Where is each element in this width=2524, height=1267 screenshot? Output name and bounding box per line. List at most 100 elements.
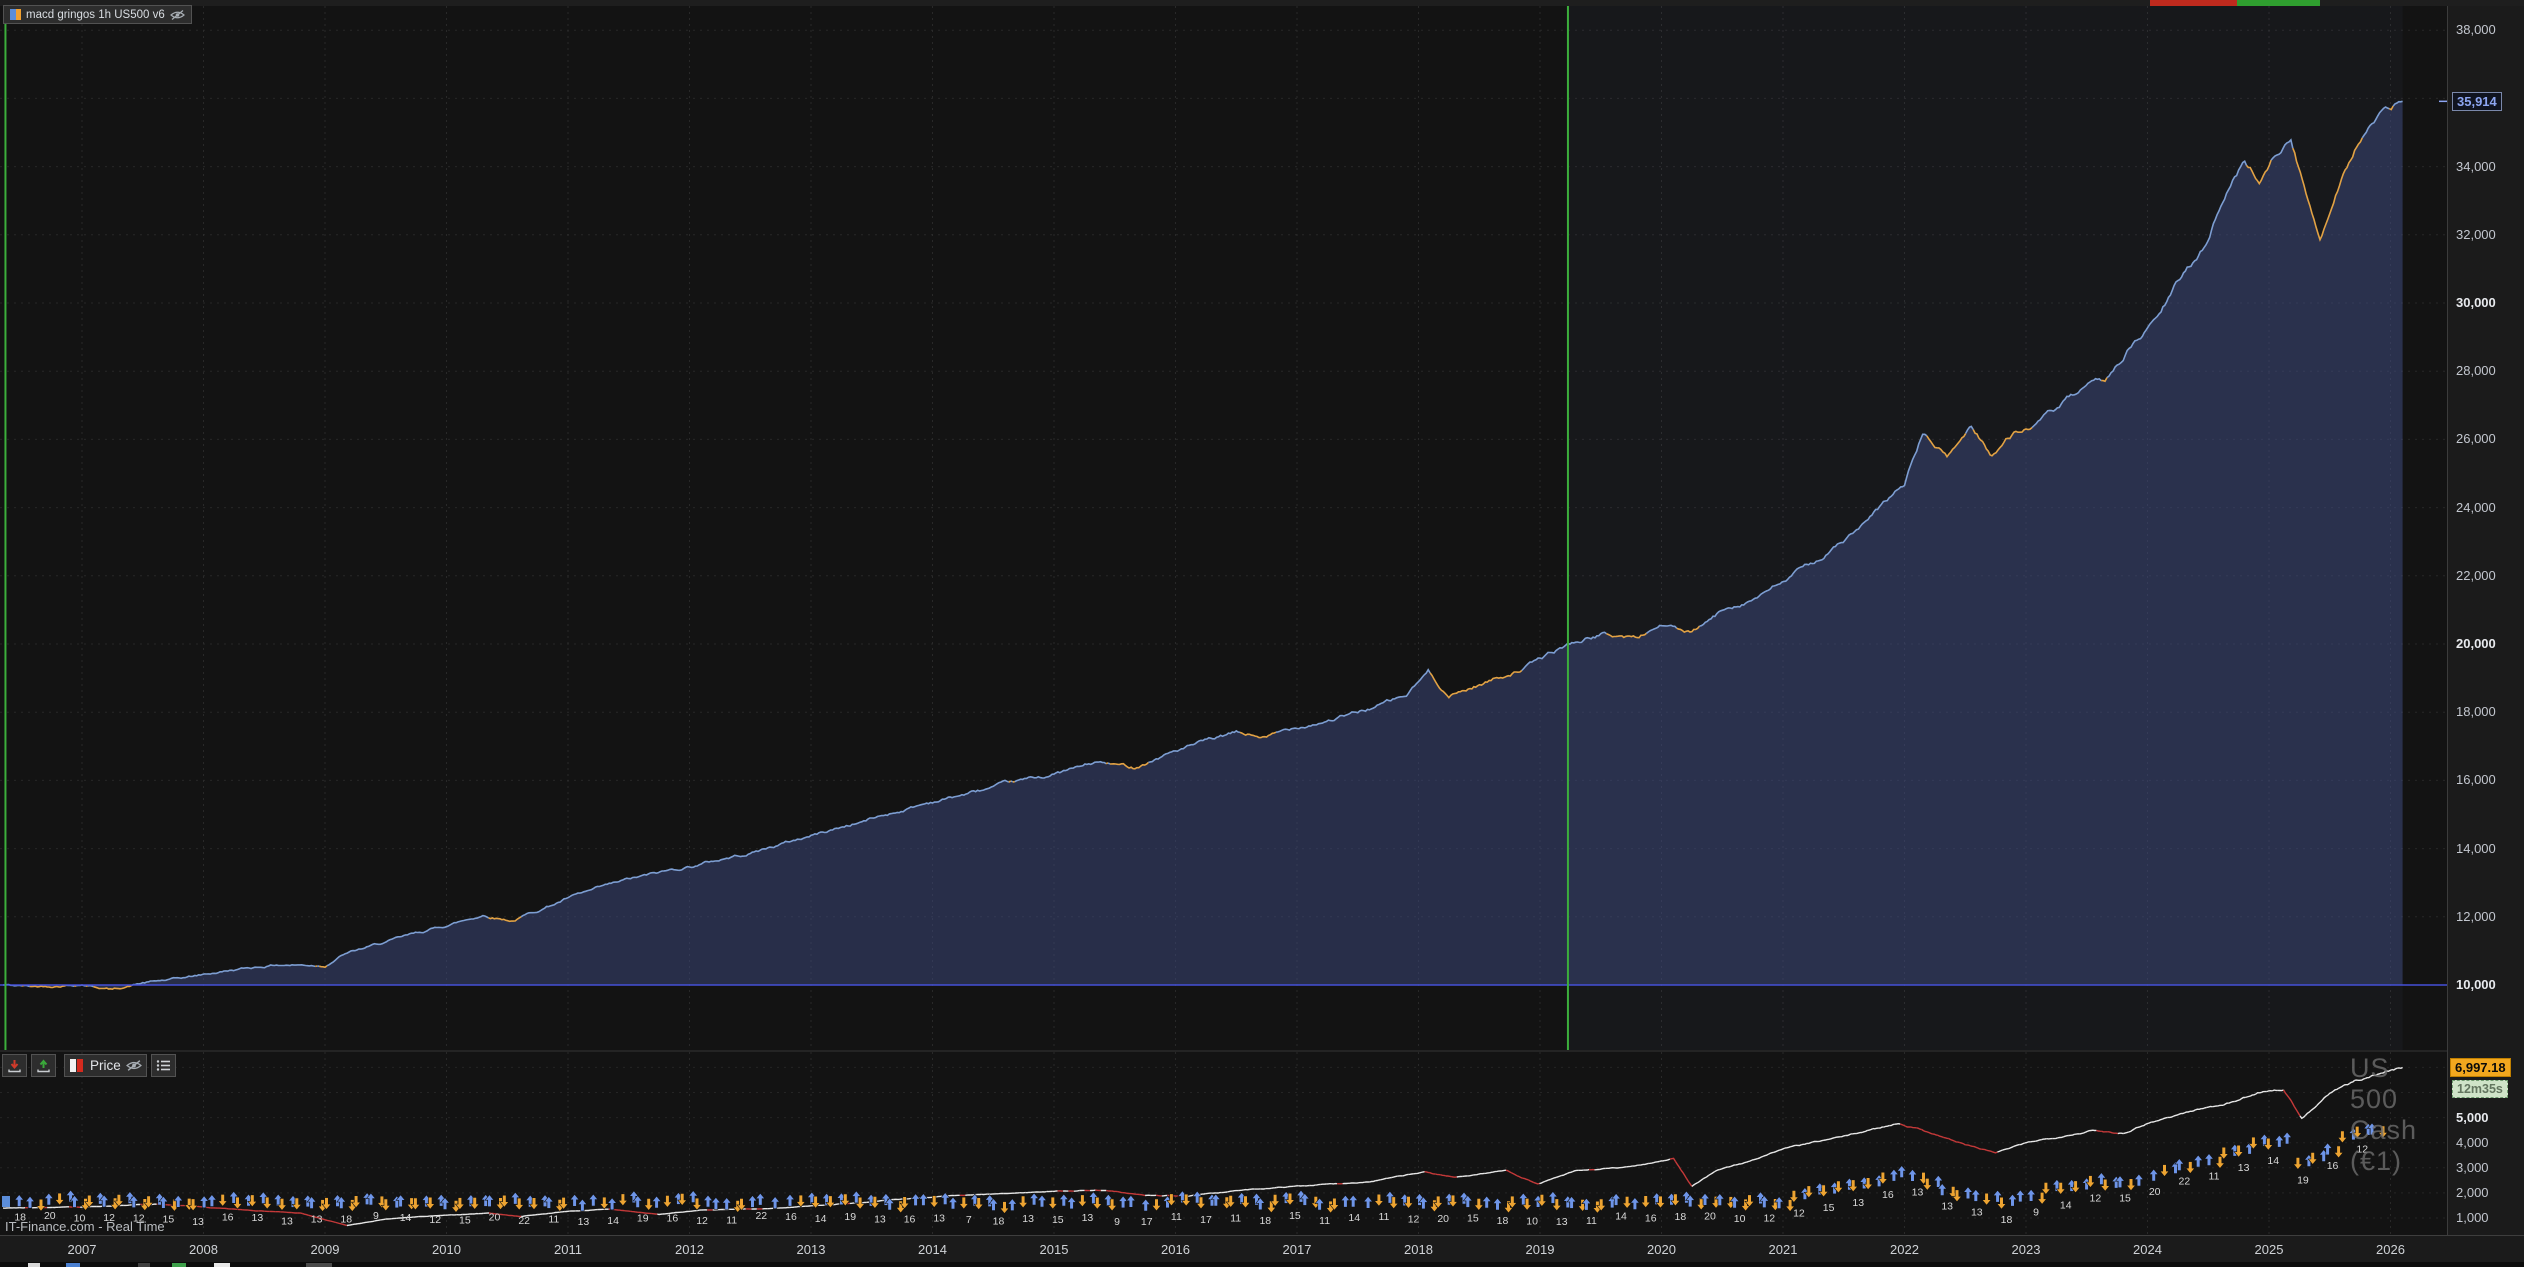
- trade-down-arrow: [2159, 1164, 2170, 1178]
- price-line-segment: [1708, 1171, 1715, 1176]
- trade-up-arrow: [2366, 1122, 2378, 1136]
- hide-equity-eye-icon[interactable]: [169, 9, 185, 21]
- price-line-segment: [1921, 1128, 1928, 1133]
- first-trade-marker: [2, 1196, 10, 1207]
- strategy-indicator-tag[interactable]: macd gringos 1h US500 v6: [3, 5, 192, 24]
- trade-down-arrow: [425, 1196, 436, 1210]
- price-line-segment: [2304, 1109, 2312, 1116]
- trade-down-arrow: [2248, 1136, 2259, 1150]
- price-line-segment: [2145, 1121, 2152, 1125]
- price-axis-label: 2,000: [2456, 1184, 2489, 1200]
- trade-count-label: 14: [2060, 1199, 2072, 1211]
- trade-count-label: 12: [429, 1214, 441, 1226]
- trade-count-label: 11: [1586, 1215, 1597, 1227]
- trade-up-arrow: [365, 1192, 377, 1206]
- trade-down-arrow: [691, 1197, 703, 1211]
- trade-up-arrow: [1714, 1193, 1725, 1206]
- price-line-segment: [2167, 1115, 2174, 1119]
- price-line-segment: [630, 1210, 636, 1213]
- trade-down-arrow: [1922, 1178, 1933, 1191]
- price-line-segment: [1052, 1190, 1058, 1193]
- price-line-segment: [591, 1208, 598, 1211]
- trade-up-arrow: [651, 1195, 662, 1209]
- trade-up-arrow: [306, 1196, 317, 1209]
- green-tab-fragment[interactable]: [2237, 0, 2320, 6]
- price-line-segment: [1740, 1161, 1747, 1165]
- price-axis-column[interactable]: 38,000 34,000 32,000 30,000 28,000 26,000 24,0…: [2447, 6, 2524, 1235]
- taskbar-icon-fragment: [66, 1263, 80, 1267]
- trade-count-label: 18: [1259, 1215, 1271, 1227]
- price-line-segment: [1801, 1142, 1808, 1146]
- equity-curve-segment: [2388, 105, 2394, 111]
- price-line-segment: [1446, 1175, 1452, 1178]
- price-line-segment: [1823, 1138, 1830, 1141]
- price-line-segment: [346, 1223, 353, 1227]
- price-line-segment: [1953, 1140, 1960, 1144]
- price-line-segment: [2074, 1133, 2080, 1135]
- price-line-segment: [1889, 1123, 1895, 1127]
- price-line-segment: [1248, 1188, 1255, 1191]
- price-line-segment: [1845, 1133, 1852, 1137]
- year-axis-label: 2016: [1161, 1242, 1190, 1257]
- trade-count-label: 15: [1823, 1202, 1835, 1214]
- trade-down-arrow: [1195, 1196, 1207, 1210]
- price-line-segment: [2024, 1141, 2031, 1144]
- trade-up-arrow: [1340, 1194, 1351, 1208]
- trade-up-arrow: [1773, 1196, 1785, 1209]
- price-line-segment: [1572, 1169, 1579, 1173]
- price-line-segment: [1494, 1170, 1501, 1173]
- trade-up-arrow: [769, 1196, 781, 1209]
- price-line-segment: [391, 1217, 397, 1220]
- move-panel-down-button[interactable]: [2, 1054, 27, 1077]
- price-axis-label: 3,000: [2456, 1159, 2489, 1175]
- trade-count-label: 11: [1378, 1211, 1389, 1223]
- trade-count-label: 18: [1675, 1211, 1687, 1223]
- price-line-segment: [1402, 1173, 1409, 1177]
- move-panel-up-button[interactable]: [31, 1054, 56, 1077]
- price-line-segment: [1232, 1189, 1239, 1192]
- trade-up-arrow: [1007, 1198, 1018, 1211]
- equity-curve-segment: [1014, 760, 1107, 783]
- trade-down-arrow: [217, 1194, 228, 1207]
- trade-down-arrow: [1521, 1198, 1533, 1211]
- price-line-segment: [2096, 1129, 2102, 1132]
- year-axis-label: 2007: [67, 1242, 97, 1257]
- year-axis-label: 2013: [796, 1242, 826, 1257]
- price-line-segment: [1905, 1125, 1911, 1128]
- trade-down-arrow: [2085, 1175, 2096, 1189]
- price-line-segment: [1106, 1189, 1112, 1192]
- price-line-segment: [1943, 1136, 1949, 1140]
- trade-count-label: 16: [2327, 1160, 2339, 1172]
- trade-count-label: 18: [2001, 1214, 2013, 1226]
- order-list-button[interactable]: [150, 1054, 176, 1077]
- price-line-segment: [1981, 1148, 1987, 1151]
- price-line-segment: [1861, 1129, 1868, 1134]
- price-line-segment: [833, 1203, 839, 1206]
- trade-down-arrow: [2292, 1157, 2304, 1170]
- price-line-segment: [558, 1210, 565, 1213]
- price-line-segment: [1724, 1165, 1731, 1169]
- equity-curve-segment: [1676, 625, 1701, 634]
- price-line-segment: [2201, 1106, 2207, 1110]
- trade-up-arrow: [947, 1196, 959, 1210]
- price-line-segment: [1358, 1181, 1365, 1184]
- equity-curve-segment: [93, 984, 132, 991]
- price-line-segment: [1910, 1126, 1917, 1129]
- price-line-segment: [1156, 1194, 1162, 1197]
- trade-count-label: 12: [103, 1212, 115, 1224]
- hide-price-eye-icon[interactable]: [125, 1059, 142, 1072]
- trade-count-label: 13: [933, 1213, 945, 1225]
- trade-down-arrow: [736, 1198, 747, 1211]
- trade-count-label: 18: [1497, 1215, 1509, 1227]
- price-line-segment: [1867, 1127, 1874, 1132]
- year-axis-label: 2015: [1039, 1242, 1069, 1257]
- red-tab-fragment[interactable]: [2150, 0, 2237, 6]
- trade-count-label: 11: [548, 1213, 559, 1225]
- trade-count-label: 20: [1704, 1210, 1716, 1222]
- time-axis[interactable]: 2007 2008 2009 2010 2011 2012 2013 2014 2015 2016…: [0, 1235, 2524, 1263]
- trade-down-arrow: [869, 1196, 881, 1209]
- equity-curve-segment: [2392, 100, 2403, 107]
- price-series-tag[interactable]: Price: [64, 1054, 147, 1077]
- price-line-segment: [1959, 1141, 1966, 1146]
- trade-count-label: 15: [459, 1215, 471, 1227]
